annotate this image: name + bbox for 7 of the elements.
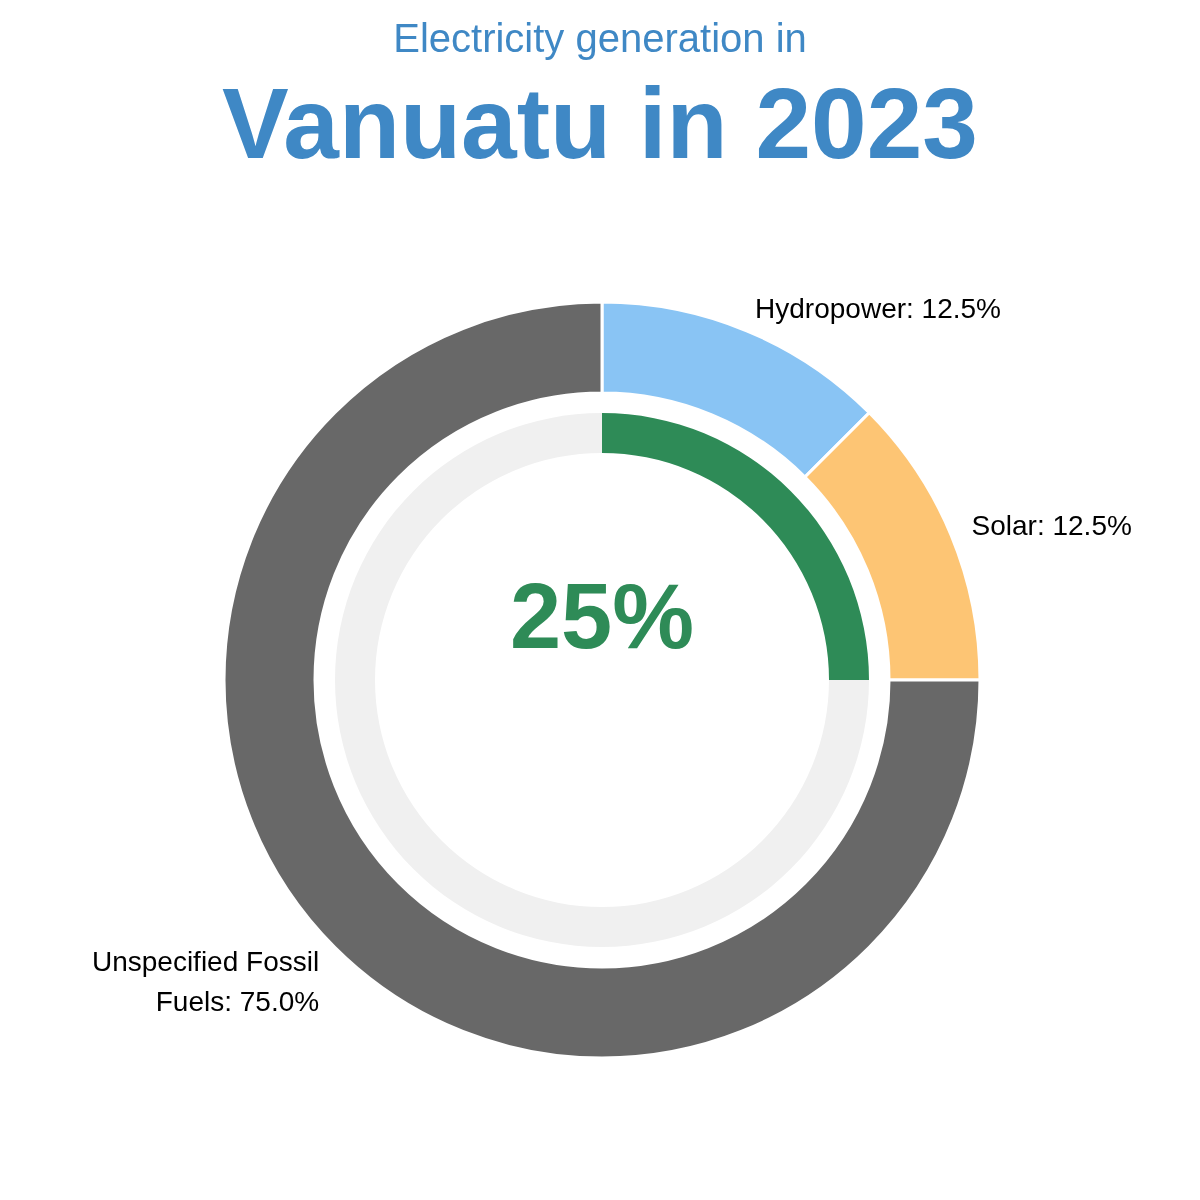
chart-title: Vanuatu in 2023 [222,67,978,179]
donut-slice [335,413,869,947]
slice-label: Solar: 12.5% [971,509,1132,541]
chart-subtitle: Electricity generation in [393,16,807,60]
slice-label: Hydropower: 12.5% [755,293,1001,325]
text: 25% [509,565,695,667]
slice-label: Unspecified Fossil Fuels: 75.0% [91,945,320,1017]
